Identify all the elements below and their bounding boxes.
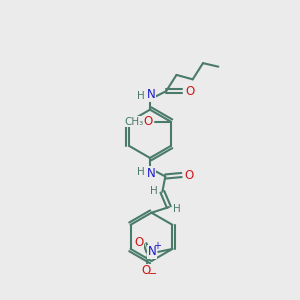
Text: CH₃: CH₃	[124, 117, 143, 127]
Text: H: H	[137, 92, 145, 101]
Text: O: O	[184, 169, 194, 182]
Text: O: O	[141, 264, 150, 277]
Text: N: N	[147, 245, 156, 258]
Text: H: H	[137, 167, 145, 177]
Text: O: O	[144, 115, 153, 128]
Text: −: −	[148, 269, 157, 279]
Text: O: O	[134, 236, 144, 249]
Text: O: O	[185, 85, 194, 98]
Text: H: H	[173, 204, 181, 214]
Text: N: N	[147, 88, 156, 101]
Text: N: N	[147, 167, 156, 180]
Text: +: +	[153, 241, 161, 251]
Text: H: H	[150, 186, 158, 196]
